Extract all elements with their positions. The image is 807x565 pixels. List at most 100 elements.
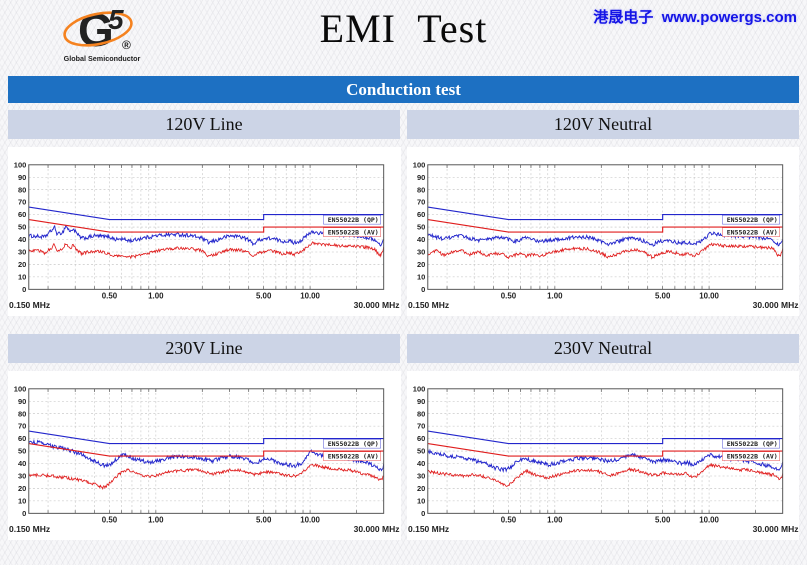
svg-text:30: 30: [18, 472, 26, 481]
chart-card-120v-neutral: EN55022B (QP) EN55022B (AV) 0 10 20 30 40 50 60 7…: [406, 147, 799, 317]
site-name-cn[interactable]: 港晟电子: [593, 9, 654, 26]
x-max-label: 30.000 MHz: [354, 524, 400, 534]
svg-text:10: 10: [416, 497, 424, 506]
x-axis-labels: 0.50 1.00 5.00 10.00: [102, 515, 321, 524]
svg-text:5.00: 5.00: [654, 515, 670, 524]
svg-text:0.50: 0.50: [102, 515, 118, 524]
axis-ticks: [47, 164, 357, 290]
svg-text:30: 30: [416, 472, 424, 481]
panel-title-120v-line: 120V Line: [8, 110, 400, 139]
limit-label: EN55022B (AV): [726, 229, 777, 237]
chart-card-230v-neutral: EN55022B (QP) EN55022B (AV) 0 10 20 30 40 50 60 7…: [406, 371, 799, 541]
x-axis-labels: 0.50 1.00 5.00 10.00: [500, 291, 719, 300]
report-body: Conduction test 120V Line 120V Neutral E…: [8, 76, 799, 541]
svg-text:90: 90: [18, 397, 26, 406]
svg-text:30: 30: [18, 248, 26, 257]
axis-ticks: [47, 388, 357, 514]
limit-label: EN55022B (AV): [726, 453, 777, 461]
svg-text:0.50: 0.50: [500, 291, 516, 300]
limit-line: [427, 206, 783, 221]
svg-text:70: 70: [416, 198, 424, 207]
x-max-label: 30.000 MHz: [752, 300, 798, 310]
limit-line: [427, 443, 783, 457]
svg-text:70: 70: [416, 422, 424, 431]
svg-text:40: 40: [18, 459, 26, 468]
limit-label: EN55022B (QP): [328, 216, 379, 224]
svg-text:40: 40: [18, 235, 26, 244]
svg-text:40: 40: [416, 235, 424, 244]
x-min-label: 0.150 MHz: [408, 524, 449, 534]
site-url[interactable]: www.powergs.com: [661, 9, 797, 26]
svg-text:0: 0: [421, 285, 425, 294]
panel-title-230v-line: 230V Line: [8, 334, 400, 364]
svg-text:5.00: 5.00: [256, 291, 272, 300]
chart-card-230v-line: EN55022B (QP) EN55022B (AV) 0 10 20 30 40 50 60 7…: [8, 371, 401, 541]
site-link[interactable]: 港晟电子 www.powergs.com: [593, 6, 797, 27]
y-axis-labels: 0 10 20 30 40 50 60 70 80 90 100: [14, 160, 27, 294]
svg-text:60: 60: [416, 434, 424, 443]
svg-text:1.00: 1.00: [547, 291, 563, 300]
svg-text:70: 70: [18, 198, 26, 207]
svg-text:10.00: 10.00: [300, 515, 320, 524]
limit-line: [28, 430, 384, 445]
svg-text:50: 50: [416, 447, 424, 456]
svg-text:10.00: 10.00: [300, 291, 320, 300]
logo-digit-5: 5: [108, 4, 124, 35]
limit-label: EN55022B (QP): [726, 216, 777, 224]
limit-line: [28, 443, 384, 457]
svg-text:5.00: 5.00: [256, 515, 272, 524]
svg-text:100: 100: [14, 160, 27, 169]
svg-text:0.50: 0.50: [500, 515, 516, 524]
svg-text:10: 10: [18, 497, 26, 506]
svg-text:70: 70: [18, 422, 26, 431]
chart-row-1: EN55022B (QP) EN55022B (AV) 0 10 20 30 40 50 60 7…: [8, 147, 799, 317]
limit-line: [427, 430, 783, 445]
y-axis-labels: 0 10 20 30 40 50 60 70 80 90 100: [412, 384, 425, 518]
limit-label: EN55022B (AV): [328, 229, 379, 237]
company-logo: G 5 ® Global Semiconductor: [52, 2, 152, 64]
svg-text:80: 80: [18, 185, 26, 194]
page-title: EMI Test: [319, 6, 488, 51]
panel-title-230v-neutral: 230V Neutral: [407, 334, 799, 364]
section-banner: Conduction test: [8, 76, 799, 103]
svg-text:90: 90: [18, 173, 26, 182]
svg-text:60: 60: [18, 434, 26, 443]
svg-text:80: 80: [416, 185, 424, 194]
svg-text:1.00: 1.00: [148, 515, 164, 524]
limit-line: [28, 218, 384, 233]
registered-mark: ®: [122, 38, 131, 52]
measurement-red-trace: [28, 241, 384, 260]
svg-text:50: 50: [18, 223, 26, 232]
svg-text:1.00: 1.00: [547, 515, 563, 524]
x-min-label: 0.150 MHz: [9, 300, 50, 310]
axis-ticks: [446, 164, 756, 290]
emi-chart-120v-line: EN55022B (QP) EN55022B (AV) 0 10 20 30 40 50 60 7…: [8, 147, 401, 317]
measurement-red-trace: [28, 463, 384, 491]
limit-line: [28, 206, 384, 221]
panel-title-120v-neutral: 120V Neutral: [407, 110, 799, 139]
limit-line: [427, 218, 783, 233]
svg-text:50: 50: [416, 223, 424, 232]
svg-text:50: 50: [18, 447, 26, 456]
axis-ticks: [446, 388, 756, 514]
svg-text:10: 10: [416, 272, 424, 281]
svg-text:40: 40: [416, 459, 424, 468]
svg-text:10: 10: [18, 272, 26, 281]
svg-text:90: 90: [416, 173, 424, 182]
y-axis-labels: 0 10 20 30 40 50 60 70 80 90 100: [412, 160, 425, 294]
logo-caption: Global Semiconductor: [64, 54, 141, 63]
limit-label: EN55022B (QP): [328, 440, 379, 448]
svg-text:20: 20: [18, 260, 26, 269]
chart-row-2: EN55022B (QP) EN55022B (AV) 0 10 20 30 40 50 60 7…: [8, 371, 799, 541]
svg-text:20: 20: [416, 260, 424, 269]
svg-text:20: 20: [416, 484, 424, 493]
emi-chart-120v-neutral: EN55022B (QP) EN55022B (AV) 0 10 20 30 40 50 60 7…: [406, 147, 799, 317]
emi-chart-230v-neutral: EN55022B (QP) EN55022B (AV) 0 10 20 30 40 50 60 7…: [406, 371, 799, 541]
svg-text:10.00: 10.00: [699, 291, 719, 300]
measurement-red-trace: [427, 242, 783, 260]
svg-text:80: 80: [18, 409, 26, 418]
x-max-label: 30.000 MHz: [752, 524, 798, 534]
logo-graphic: G 5 ® Global Semiconductor: [63, 4, 141, 63]
x-min-label: 0.150 MHz: [408, 300, 449, 310]
x-max-label: 30.000 MHz: [354, 300, 400, 310]
